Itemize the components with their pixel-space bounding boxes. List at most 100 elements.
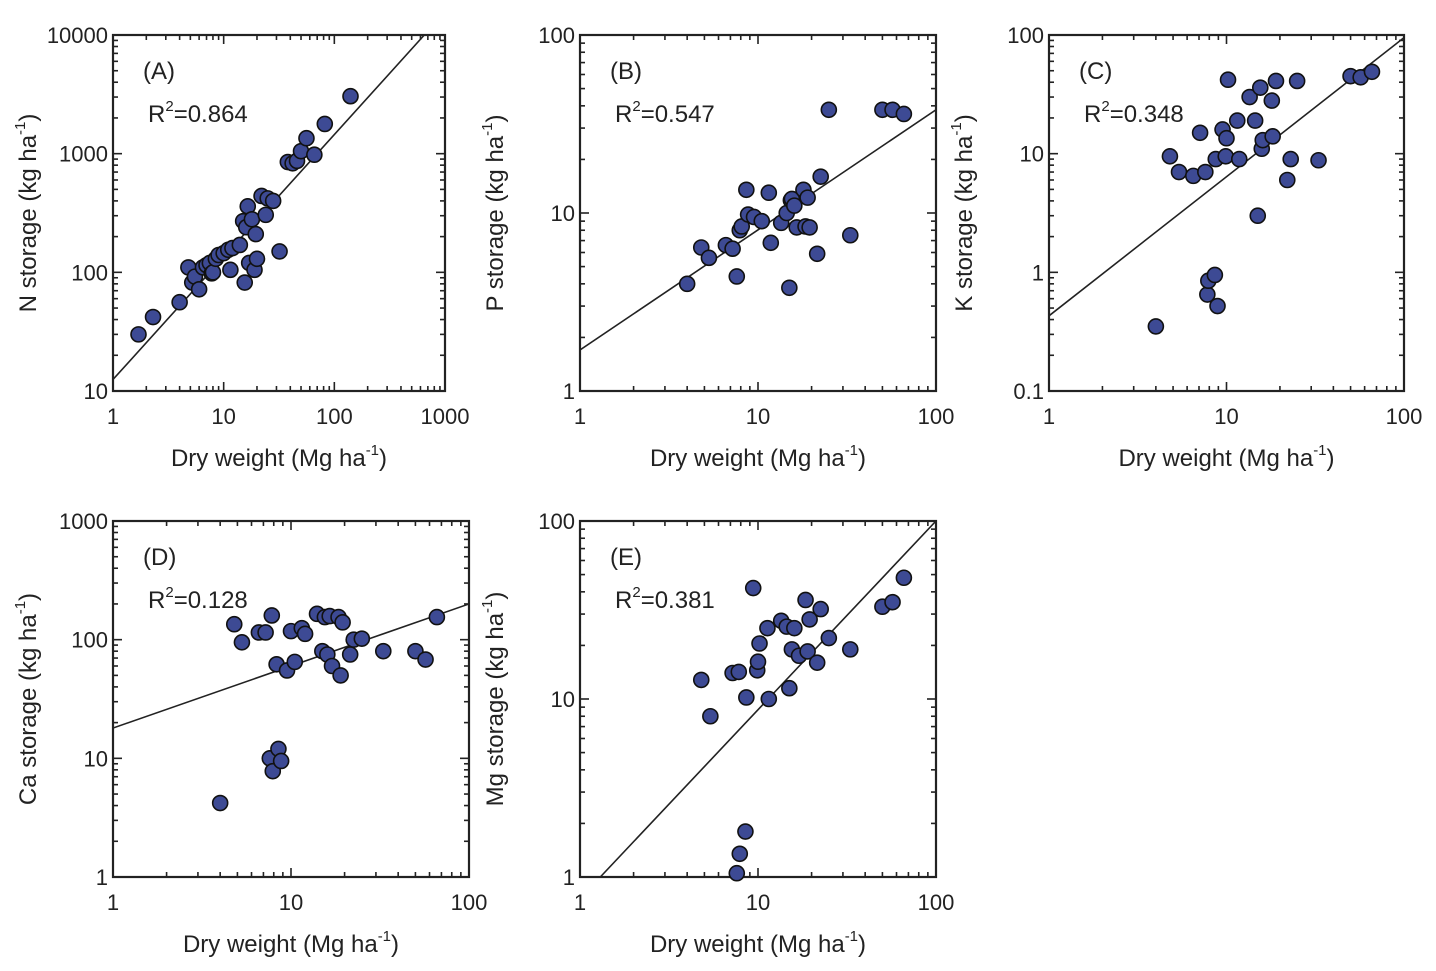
data-point <box>236 274 254 291</box>
x-tick-label: 10 <box>746 404 770 429</box>
x-tick-label: 10 <box>211 404 235 429</box>
y-axis-label: P storage (kg ha <box>482 135 509 311</box>
data-point <box>286 653 304 671</box>
y-tick-label: 1 <box>1032 260 1044 285</box>
data-point <box>190 280 208 298</box>
data-point <box>1219 71 1237 89</box>
data-point <box>332 667 349 684</box>
data-point <box>728 268 746 285</box>
x-axis-title: Dry weight (Mg ha-1) <box>1118 442 1334 472</box>
x-unit-superscript: -1 <box>845 442 858 459</box>
y-unit-superscript: -1 <box>479 122 496 135</box>
y-tick-label: 1000 <box>59 509 108 534</box>
data-point <box>298 129 315 147</box>
x-unit-superscript: -1 <box>378 928 391 945</box>
data-point <box>841 226 859 244</box>
x-axis-title: Dry weight (Mg ha-1) <box>171 442 387 472</box>
data-point <box>428 608 446 626</box>
data-point <box>316 115 334 133</box>
r2-value: 0.864 <box>188 101 248 128</box>
axis-ticks <box>1048 34 1405 392</box>
data-point <box>306 146 323 164</box>
x-tick-label: 10 <box>746 890 770 915</box>
data-point <box>1197 163 1214 181</box>
x-tick-label: 1 <box>574 404 586 429</box>
data-point <box>211 794 229 812</box>
y-tick-label: 1 <box>563 865 575 890</box>
r2-equals: = <box>641 587 655 614</box>
data-point <box>130 326 147 343</box>
plot-frame <box>111 519 471 879</box>
data-point <box>753 212 771 230</box>
data-point <box>1246 112 1264 129</box>
data-point <box>808 654 826 671</box>
y-unit-close: ) <box>15 593 42 601</box>
x-axis-label: Dry weight (Mg ha <box>183 931 378 958</box>
data-point <box>1230 150 1248 168</box>
r2-power: 2 <box>632 584 640 601</box>
panel-e: 1 10 100 1 10 100 (E) R2=0.381 Dry weight (Mg ha… <box>479 509 954 958</box>
y-tick-label: 10 <box>84 379 108 404</box>
data-point <box>417 651 434 668</box>
r2-label: R2=0.547 <box>615 98 715 128</box>
plot-frame <box>1047 33 1406 393</box>
y-tick-label: 1000 <box>59 142 108 167</box>
data-point <box>248 250 266 268</box>
y-tick-label: 100 <box>538 23 575 48</box>
x-tick-label: 100 <box>918 404 955 429</box>
panel-b: 1 10 100 1 10 100 (B) R2=0.547 Dry weight (Mg ha… <box>479 23 954 472</box>
y-axis-title: Mg storage (kg ha-1) <box>479 592 509 807</box>
y-tick-label: 10000 <box>47 23 108 48</box>
data-point <box>1217 148 1235 165</box>
r2-label: R2=0.128 <box>148 584 248 614</box>
x-unit-superscript: -1 <box>1313 442 1326 459</box>
x-tick-label: 1000 <box>421 404 470 429</box>
data-point <box>781 679 798 697</box>
r2-value: 0.381 <box>655 587 715 614</box>
data-point <box>786 619 803 637</box>
data-point <box>728 864 746 882</box>
x-tick-label: 10 <box>279 890 303 915</box>
panel-tag: (A) <box>143 58 175 85</box>
panel-tag: (D) <box>143 544 176 571</box>
data-point <box>272 752 290 770</box>
x-axis-label: Dry weight (Mg ha <box>650 445 845 472</box>
data-point <box>334 614 351 631</box>
y-unit-superscript: -1 <box>948 122 965 135</box>
r2-power: 2 <box>165 98 173 115</box>
data-point <box>171 293 188 311</box>
x-tick-label: 100 <box>316 404 353 429</box>
y-unit-close: ) <box>482 592 509 600</box>
data-point <box>144 308 162 326</box>
data-point <box>1241 88 1258 106</box>
data-point <box>702 707 719 725</box>
y-tick-label: 10 <box>1020 142 1044 167</box>
data-point <box>1209 297 1226 315</box>
data-point <box>895 569 913 587</box>
data-point <box>263 607 281 624</box>
x-tick-label: 1 <box>574 890 586 915</box>
r2-prefix: R <box>615 587 632 614</box>
x-tick-label: 1 <box>107 890 119 915</box>
x-unit-superscript: -1 <box>845 928 858 945</box>
data-point <box>342 87 359 105</box>
x-unit-close: ) <box>391 931 399 958</box>
y-tick-label: 1 <box>563 379 575 404</box>
r2-label: R2=0.348 <box>1084 98 1184 128</box>
data-point <box>760 184 778 202</box>
y-axis-title: Ca storage (kg ha-1) <box>12 593 42 805</box>
data-point <box>1249 207 1267 225</box>
y-tick-label: 100 <box>1007 23 1044 48</box>
r2-prefix: R <box>1084 101 1101 128</box>
data-point <box>724 240 741 258</box>
regression-line <box>580 109 936 351</box>
y-tick-label: 10 <box>84 746 108 771</box>
data-point <box>1263 92 1281 109</box>
y-axis-title: P storage (kg ha-1) <box>479 114 509 311</box>
data-point <box>812 168 829 185</box>
x-tick-label: 100 <box>451 890 488 915</box>
data-point <box>1191 124 1209 142</box>
r2-value: 0.128 <box>188 587 248 614</box>
